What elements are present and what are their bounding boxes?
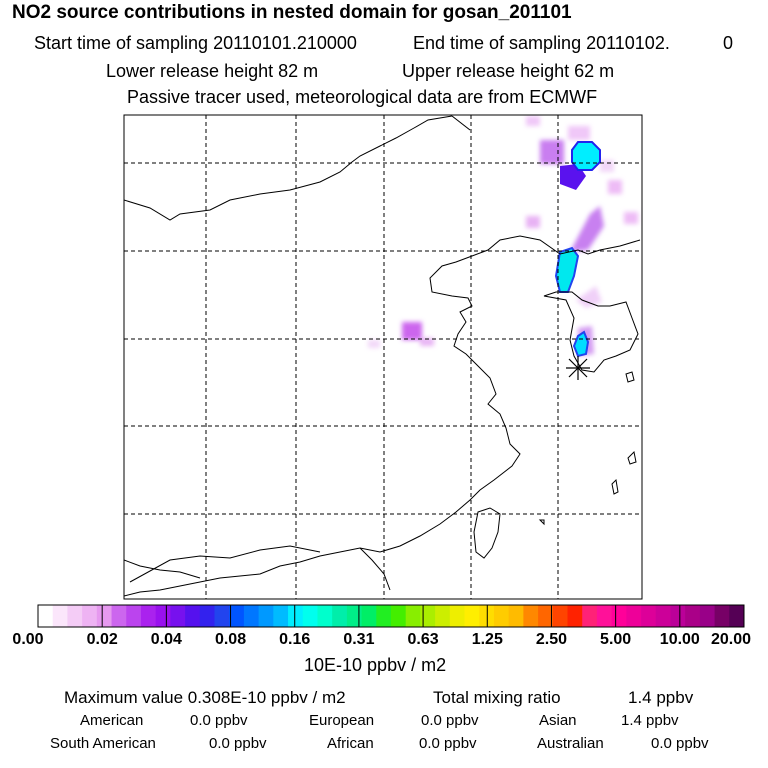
colorbar-swatch: [258, 605, 274, 627]
start-time-label: Start time of sampling 20110101.210000: [34, 33, 357, 53]
colorbar-tick-label: 1.25: [471, 631, 503, 648]
colorbar-swatch: [449, 605, 465, 627]
colorbar-swatch: [199, 605, 215, 627]
colorbar-tick-label: 5.00: [600, 631, 632, 648]
continent-value-european: 0.0 ppbv: [421, 712, 479, 729]
plume-halos: [368, 116, 638, 356]
lat-lon-grid: [124, 115, 642, 599]
colorbar-swatch: [317, 605, 333, 627]
colorbar-swatch: [435, 605, 451, 627]
colorbar-swatch: [626, 605, 642, 627]
colorbar-swatch: [567, 605, 583, 627]
continent-name-european: European: [309, 712, 375, 729]
map-area: [124, 115, 642, 599]
receptor-marker: [566, 356, 590, 380]
plume-south-korea: [572, 330, 590, 358]
colorbar-swatch: [538, 605, 554, 627]
colorbar-tick-label: 0.08: [214, 631, 247, 648]
colorbar-swatch: [67, 605, 83, 627]
colorbar-swatch: [302, 605, 318, 627]
continent-value-australian: 0.0 ppbv: [651, 735, 709, 752]
colorbar-swatch: [243, 605, 260, 627]
colorbar-swatch: [82, 605, 98, 627]
colorbar-swatch: [38, 605, 54, 627]
colorbar-swatch: [346, 605, 362, 627]
colorbar-swatch: [214, 605, 230, 627]
chart-title: NO2 source contributions in nested domai…: [12, 2, 572, 23]
colorbar: [37, 604, 745, 628]
plume-north-korea: [554, 246, 580, 293]
colorbar-swatch: [288, 605, 304, 627]
colorbar-tick-label: 0.31: [343, 631, 375, 648]
total-mixing-value: 1.4 ppbv: [628, 688, 694, 707]
colorbar-tick-label: 0.04: [150, 631, 182, 648]
colorbar-swatch: [391, 605, 407, 627]
upper-release-label: Upper release height 62 m: [402, 61, 615, 81]
colorbar-swatch: [332, 605, 348, 627]
colorbar-swatch: [493, 605, 510, 627]
colorbar-swatch: [464, 605, 480, 627]
colorbar-swatch: [685, 605, 701, 627]
colorbar-tick-label: 0.02: [86, 631, 118, 648]
colorbar-swatch: [611, 605, 627, 627]
colorbar-swatch: [170, 605, 186, 627]
colorbar-swatch: [96, 605, 112, 627]
colorbar-swatch: [714, 605, 730, 627]
colorbar-tick-label: 10.00: [659, 631, 700, 648]
colorbar-tick-label: 0.16: [279, 631, 311, 648]
colorbar-swatch: [552, 605, 568, 627]
tracer-note: Passive tracer used, meteorological data…: [127, 87, 598, 107]
lower-release-label: Lower release height 82 m: [106, 61, 319, 81]
colorbar-swatch: [641, 605, 657, 627]
colorbar-tick-label: 20.00: [710, 631, 752, 648]
continent-value-asian: 1.4 ppbv: [621, 712, 679, 729]
map-frame: [123, 114, 643, 600]
colorbar-swatch: [729, 605, 745, 627]
colorbar-frame: [37, 604, 745, 628]
colorbar-swatch: [229, 605, 245, 627]
continent-value-african: 0.0 ppbv: [419, 735, 477, 752]
colorbar-swatch: [405, 605, 421, 627]
continent-value-american: 0.0 ppbv: [190, 712, 248, 729]
colorbar-swatch: [52, 605, 68, 627]
colorbar-tick-label: 0.63: [407, 631, 439, 648]
colorbar-swatch: [126, 605, 142, 627]
colorbar-swatch: [670, 605, 686, 627]
colorbar-tick-label: 0.00: [12, 631, 44, 648]
colorbar-swatch: [155, 605, 171, 627]
colorbar-swatch: [655, 605, 671, 627]
colorbar-swatch: [361, 605, 377, 627]
colorbar-swatch: [185, 605, 201, 627]
colorbar-swatch: [273, 605, 289, 627]
colorbar-swatch: [523, 605, 539, 627]
total-mixing-label: Total mixing ratio: [433, 688, 561, 707]
colorbar-swatch: [596, 605, 613, 627]
max-value-label: Maximum value 0.308E-10 ppbv / m2: [64, 688, 346, 707]
continent-name-african: African: [327, 735, 374, 752]
continent-name-american: American: [80, 712, 144, 729]
plume-ne-china-north: [571, 141, 601, 171]
colorbar-swatch: [699, 605, 715, 627]
colorbar-swatch: [111, 605, 127, 627]
end-time-suffix: 0: [723, 33, 734, 53]
colorbar-swatch: [582, 605, 598, 627]
continent-name-australian: Australian: [537, 735, 604, 752]
coastlines: [124, 115, 641, 597]
colorbar-tick-label: 2.50: [535, 631, 568, 648]
colorbar-swatch: [420, 605, 436, 627]
colorbar-swatch: [140, 605, 157, 627]
colorbar-swatch: [508, 605, 524, 627]
continent-name-asian: Asian: [539, 712, 577, 729]
end-time-label: End time of sampling 20110102.: [413, 33, 670, 53]
units-label: 10E-10 ppbv / m2: [304, 655, 447, 675]
continent-name-south-american: South American: [50, 735, 156, 752]
colorbar-swatch: [376, 605, 392, 627]
continent-value-south-american: 0.0 ppbv: [209, 735, 267, 752]
